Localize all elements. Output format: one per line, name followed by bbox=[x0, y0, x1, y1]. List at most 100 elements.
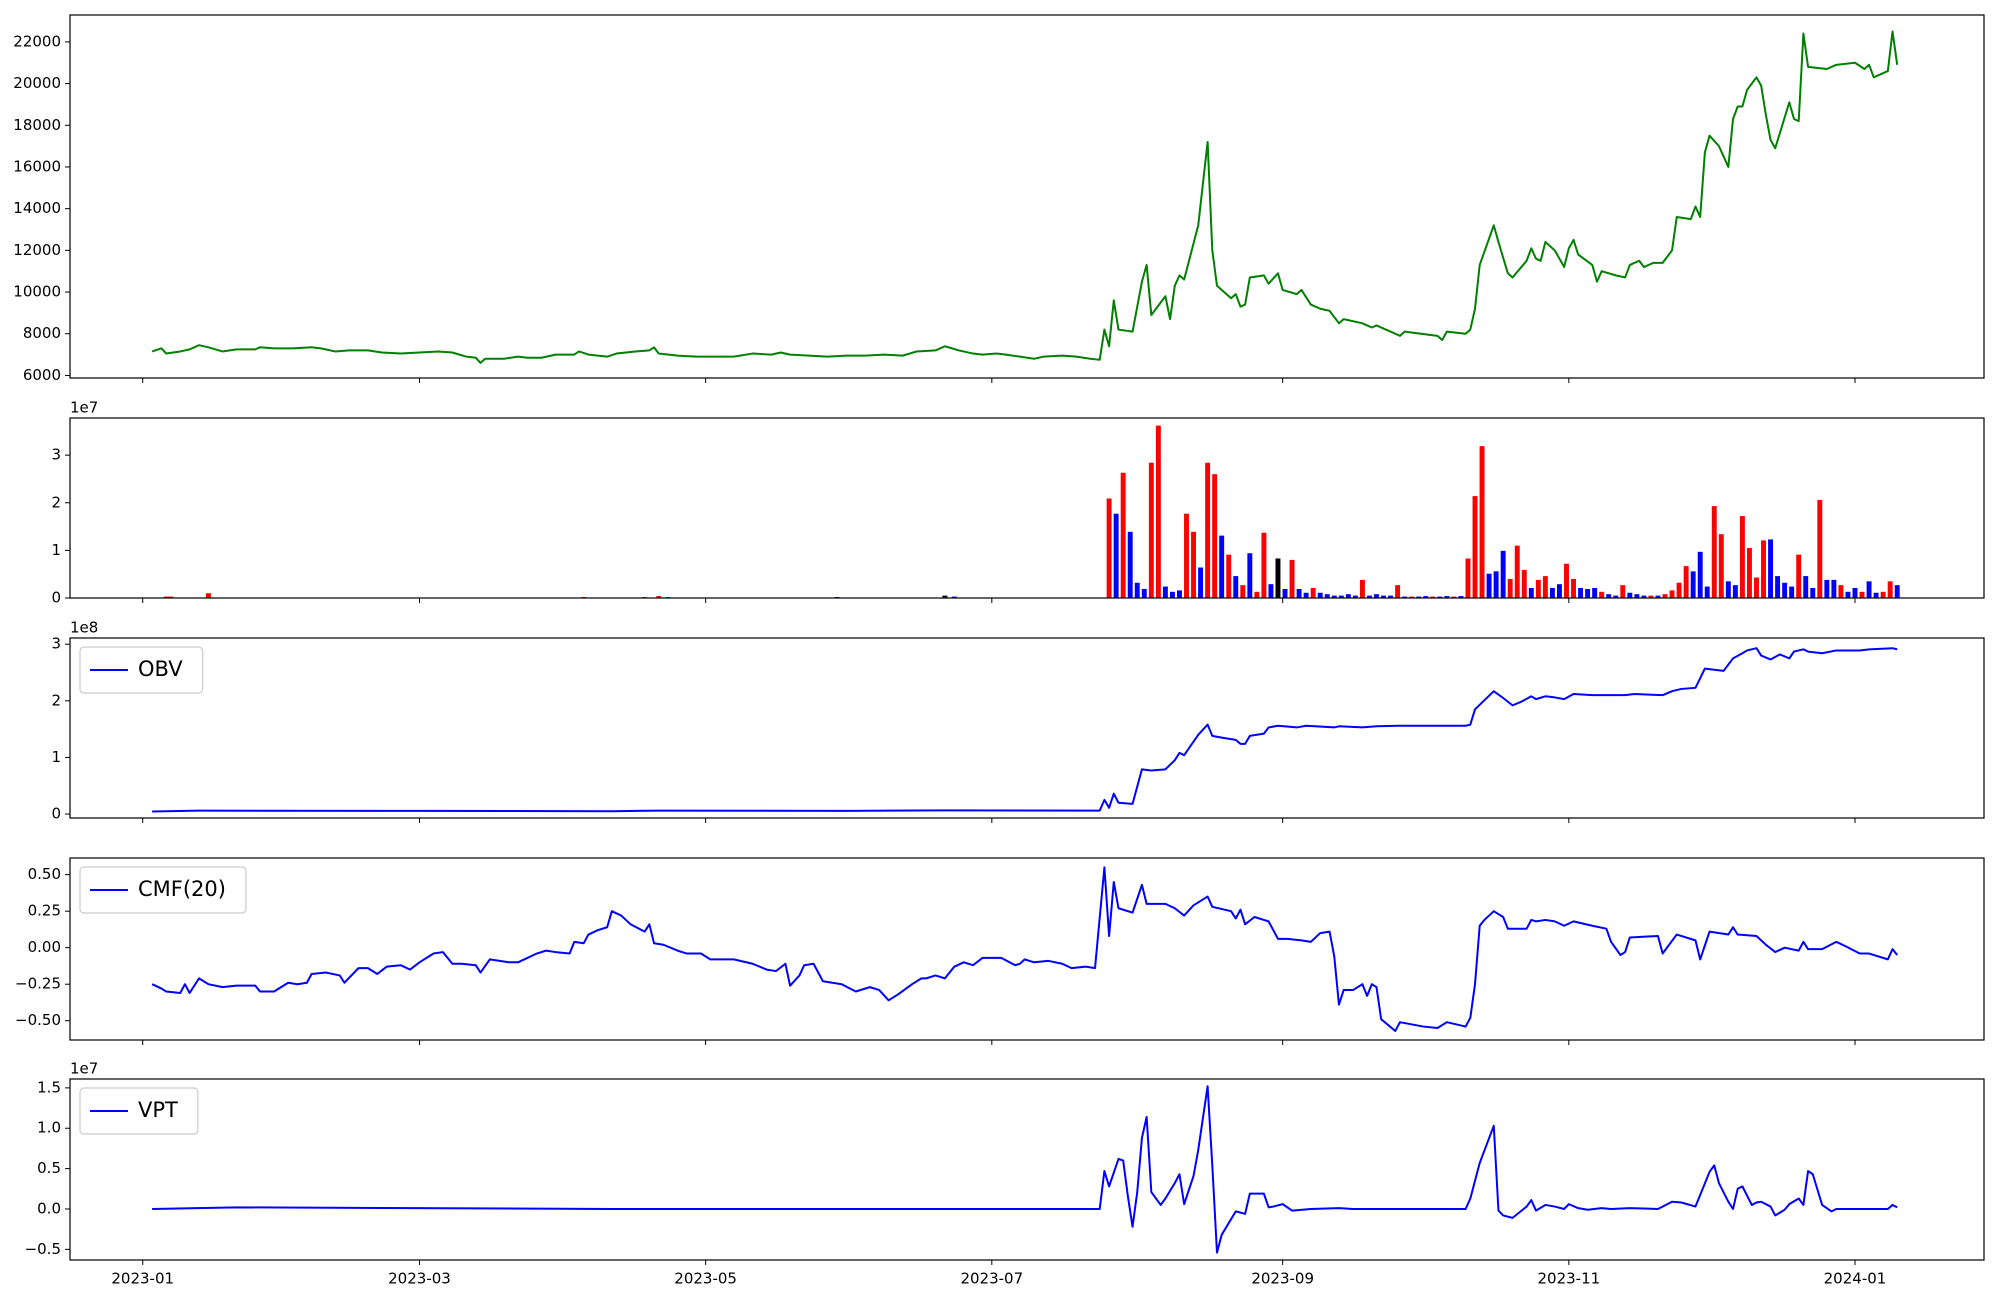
plot-frame bbox=[69, 857, 1985, 1041]
bar bbox=[1366, 595, 1372, 598]
y-tick-label: 0.25 bbox=[28, 902, 61, 920]
bar bbox=[1796, 554, 1802, 598]
bar bbox=[1416, 596, 1422, 598]
bar bbox=[1521, 569, 1527, 598]
bar bbox=[1226, 554, 1232, 598]
y-tick-label: 22000 bbox=[13, 32, 61, 50]
bar bbox=[1493, 571, 1499, 598]
y-tick-label: 0.50 bbox=[28, 865, 61, 883]
bar bbox=[1768, 539, 1774, 598]
bar bbox=[1613, 595, 1619, 598]
x-tick-label: 2023-05 bbox=[674, 1270, 737, 1288]
y-tick-label: 14000 bbox=[13, 199, 61, 217]
bar bbox=[1718, 534, 1724, 598]
bar bbox=[1444, 596, 1450, 598]
y-tick-label: −0.5 bbox=[25, 1240, 61, 1258]
plot-frame bbox=[69, 1078, 1985, 1261]
series-line bbox=[151, 866, 1898, 1032]
bar bbox=[1803, 576, 1809, 598]
bar bbox=[1662, 594, 1668, 598]
bar bbox=[1275, 558, 1281, 598]
bar bbox=[1212, 474, 1218, 598]
bar bbox=[1472, 496, 1478, 598]
offset-label: 1e8 bbox=[70, 619, 98, 637]
bar bbox=[205, 593, 211, 598]
bar bbox=[1859, 591, 1865, 598]
bar bbox=[656, 596, 662, 598]
bar bbox=[1549, 588, 1555, 598]
y-tick-label: −0.50 bbox=[15, 1011, 61, 1029]
bar bbox=[1732, 585, 1738, 598]
bar bbox=[1240, 585, 1246, 598]
bar bbox=[1887, 581, 1893, 598]
x-tick-label: 2023-03 bbox=[388, 1270, 451, 1288]
bar bbox=[1514, 545, 1520, 598]
bar bbox=[1711, 506, 1717, 598]
bar bbox=[1219, 535, 1225, 598]
y-tick-label: 0 bbox=[51, 589, 61, 607]
bar bbox=[1113, 513, 1119, 598]
y-tick-label: 2 bbox=[51, 691, 61, 709]
bar bbox=[1296, 588, 1302, 598]
bar bbox=[1162, 586, 1168, 598]
bar bbox=[1465, 558, 1471, 598]
bar bbox=[1564, 563, 1569, 598]
bar bbox=[1120, 472, 1126, 598]
bar bbox=[1578, 588, 1584, 598]
bar bbox=[1810, 588, 1816, 598]
y-tick-label: 3 bbox=[51, 635, 61, 653]
x-tick-label: 2024-01 bbox=[1824, 1270, 1887, 1288]
y-tick-label: 1 bbox=[51, 748, 61, 766]
bar bbox=[1599, 591, 1605, 598]
y-tick-label: 0 bbox=[51, 805, 61, 823]
y-tick-label: 2 bbox=[51, 493, 61, 511]
bar bbox=[951, 596, 957, 598]
bar bbox=[1676, 582, 1682, 598]
bar bbox=[1789, 586, 1795, 598]
bar bbox=[1134, 582, 1140, 598]
bar bbox=[1268, 584, 1274, 598]
bar bbox=[1845, 591, 1851, 598]
bar bbox=[1345, 594, 1351, 598]
plot-frame bbox=[69, 637, 1985, 819]
bar bbox=[1873, 592, 1879, 598]
bar bbox=[1507, 578, 1513, 598]
legend: VPT bbox=[79, 1087, 199, 1135]
bar bbox=[1127, 531, 1133, 598]
bar bbox=[1458, 596, 1464, 598]
bar bbox=[1303, 592, 1309, 598]
y-tick-label: 0.0 bbox=[37, 1199, 61, 1217]
offset-label: 1e7 bbox=[70, 1060, 98, 1078]
bar bbox=[1430, 596, 1436, 598]
bar bbox=[1542, 576, 1548, 598]
bar bbox=[1261, 532, 1267, 598]
bar bbox=[1395, 585, 1401, 598]
bar bbox=[1106, 498, 1112, 598]
bar bbox=[1338, 595, 1344, 598]
bar bbox=[1782, 582, 1788, 598]
bar bbox=[1535, 579, 1541, 598]
bar bbox=[1894, 585, 1900, 598]
bar bbox=[1634, 594, 1640, 598]
bar bbox=[942, 595, 948, 598]
bar bbox=[1198, 567, 1204, 598]
y-tick-label: 0.00 bbox=[28, 938, 61, 956]
bar bbox=[1205, 462, 1211, 598]
panel: −0.5 0.0 0.5 1.0 1.5 2023-01 2023-03 2023-05 202… bbox=[25, 1060, 1985, 1288]
bar bbox=[1247, 553, 1253, 598]
y-tick-label: 18000 bbox=[13, 116, 61, 134]
bar bbox=[1556, 584, 1562, 598]
bar bbox=[1155, 425, 1161, 598]
bar bbox=[1606, 594, 1612, 598]
bar bbox=[1486, 573, 1492, 598]
bar bbox=[1704, 586, 1710, 598]
bar bbox=[1697, 551, 1703, 598]
bar bbox=[168, 596, 174, 598]
bar bbox=[1409, 596, 1415, 598]
bar bbox=[1866, 581, 1872, 598]
bar bbox=[1324, 594, 1330, 598]
panel: −0.50 −0.25 0.00 0.25 0.50 CMF(20) bbox=[15, 857, 1985, 1045]
bar bbox=[1388, 595, 1394, 598]
bar bbox=[163, 596, 169, 598]
y-tick-label: 3 bbox=[51, 446, 61, 464]
